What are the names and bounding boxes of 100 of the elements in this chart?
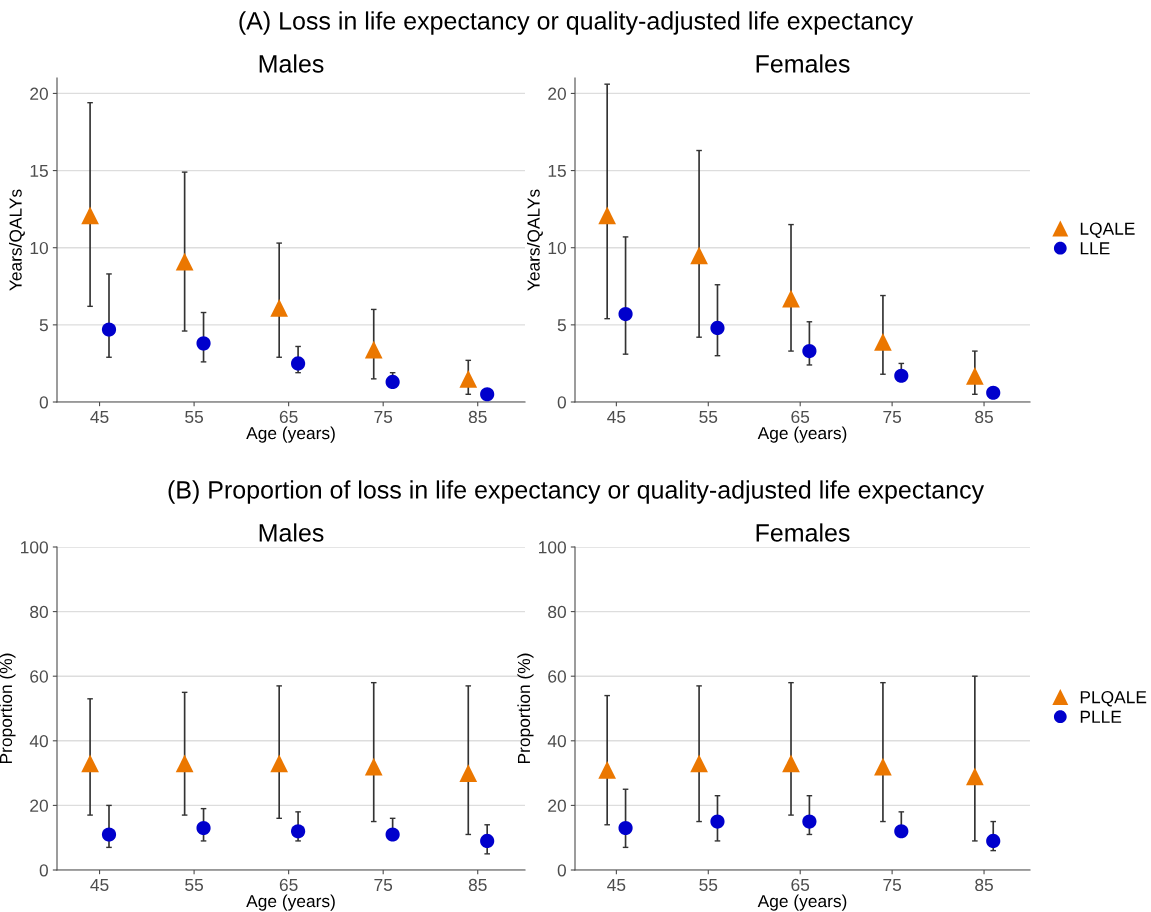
legend-label: PLLE (1080, 710, 1122, 723)
point (175, 754, 194, 773)
x-tick-label: 85 (975, 410, 993, 424)
x-tick-label: 65 (791, 878, 810, 892)
x-tick-label: 85 (468, 410, 487, 424)
point (196, 820, 211, 836)
legend-label: PLQALE (1080, 691, 1147, 707)
point (782, 289, 800, 308)
y-tick-label: 20 (30, 87, 48, 100)
legend-label: LLE (1080, 242, 1110, 255)
chart-title: Females (756, 523, 850, 542)
y-tick-label: 20 (30, 799, 48, 812)
x-tick-label: 75 (374, 878, 393, 892)
y-tick-label: 10 (30, 241, 48, 255)
y-tick-label: 0 (39, 396, 48, 409)
y-tick-label: 15 (30, 164, 48, 178)
x-tick-label: 75 (883, 878, 902, 892)
point (894, 368, 909, 383)
point (385, 827, 400, 842)
point (101, 827, 117, 842)
y-tick-label: 10 (548, 241, 566, 255)
y-tick-label: 5 (39, 319, 48, 332)
point (459, 764, 478, 782)
x-tick-label: 65 (279, 878, 298, 892)
point (196, 336, 211, 351)
x-tick-label: 55 (699, 410, 718, 424)
point (965, 366, 984, 385)
y-tick-label: 60 (30, 670, 48, 683)
x-tick-label: 45 (90, 878, 109, 892)
y-tick-label: 80 (30, 605, 48, 619)
point (874, 757, 892, 776)
x-tick-label: 65 (279, 410, 298, 424)
point (598, 761, 617, 779)
point (81, 754, 99, 773)
y-tick-label: 0 (557, 864, 566, 877)
y-tick-label: 100 (21, 541, 48, 554)
x-tick-label: 55 (185, 878, 204, 892)
x-tick-label: 45 (607, 878, 626, 892)
point (894, 824, 909, 839)
point (291, 356, 306, 371)
chart-title: Males (259, 523, 324, 542)
x-tick-label: 85 (468, 878, 487, 892)
x-axis-title: Age (years) (757, 894, 847, 911)
x-tick-label: 55 (699, 878, 718, 892)
point (270, 299, 289, 317)
point (874, 332, 892, 351)
point (480, 387, 495, 402)
point (270, 754, 289, 773)
y-tick-label: 40 (547, 734, 566, 748)
point (291, 824, 306, 839)
x-tick-label: 85 (975, 878, 993, 892)
x-tick-label: 55 (185, 410, 204, 424)
point (802, 344, 817, 359)
point (690, 754, 708, 773)
point (598, 206, 617, 225)
y-tick-label: 40 (29, 734, 48, 748)
point (618, 306, 633, 322)
point (802, 814, 817, 829)
point (101, 322, 117, 337)
text: (B) Proportion of loss in life expectancy or quality-adjusted life expectancy (168, 480, 985, 504)
point (710, 320, 725, 336)
chart-title: Females (756, 54, 850, 73)
point (690, 246, 708, 265)
y-axis-title: Proportion (%) (517, 653, 534, 764)
y-tick-label: 80 (548, 605, 566, 619)
point (710, 814, 725, 829)
point (986, 385, 1001, 400)
point (364, 340, 383, 359)
y-tick-label: 20 (548, 87, 566, 100)
y-tick-label: 100 (539, 541, 566, 554)
point (364, 757, 383, 776)
chart-title: Males (259, 54, 324, 73)
text: (A) Loss in life expectancy or quality-adjusted life expectancy (239, 11, 914, 35)
x-axis-title: Age (years) (757, 426, 847, 443)
x-axis-title: Age (years) (246, 426, 335, 443)
y-axis-title: Years/QALYs (527, 189, 543, 291)
point (618, 820, 633, 836)
point (986, 833, 1001, 849)
y-tick-label: 0 (39, 864, 48, 877)
point (480, 833, 495, 849)
point (459, 370, 478, 388)
x-tick-label: 75 (374, 410, 393, 424)
y-tick-label: 60 (548, 670, 566, 683)
y-tick-label: 0 (557, 396, 566, 409)
y-tick-label: 5 (557, 319, 566, 332)
x-tick-label: 45 (607, 410, 626, 424)
legend-label: LQALE (1080, 222, 1135, 238)
point (81, 206, 99, 225)
y-axis-title: Years/QALYs (9, 189, 25, 291)
x-tick-label: 45 (90, 410, 109, 424)
point (385, 374, 400, 390)
y-axis-title: Proportion (%) (0, 653, 16, 764)
x-tick-label: 65 (791, 410, 810, 424)
x-axis-title: Age (years) (246, 894, 335, 911)
point (782, 754, 800, 773)
y-tick-label: 20 (548, 799, 566, 812)
y-tick-label: 15 (548, 164, 566, 178)
point (965, 767, 984, 786)
x-tick-label: 75 (883, 410, 902, 424)
point (175, 252, 194, 271)
